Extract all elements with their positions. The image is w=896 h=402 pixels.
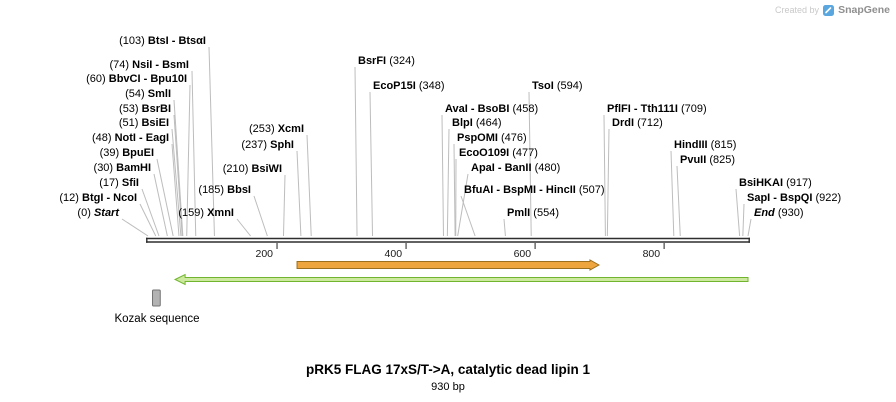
callout-line — [503, 218, 506, 237]
callout-line — [528, 91, 532, 237]
callout-line — [253, 195, 268, 237]
ruler-label: 200 — [256, 248, 274, 260]
callout-line — [603, 114, 606, 237]
callout-line — [141, 188, 160, 237]
callout-line — [676, 165, 681, 237]
callout-line — [354, 66, 358, 237]
callout-line — [306, 134, 312, 237]
callout-line — [742, 203, 745, 237]
callout-line — [153, 173, 168, 237]
callout-line — [453, 143, 456, 237]
watermark: Created by SnapGene — [775, 4, 890, 16]
callout-line — [606, 128, 610, 237]
callout-line — [186, 84, 191, 237]
callout-line — [282, 174, 286, 237]
callout-line — [191, 70, 197, 237]
callout-line — [670, 150, 675, 237]
callout-line — [173, 114, 183, 237]
ruler-label: 600 — [514, 248, 532, 260]
plasmid-length: 930 bp — [431, 381, 465, 393]
callout-line — [457, 173, 469, 237]
callout-line — [173, 99, 184, 237]
created-by-text: Created by — [775, 5, 820, 15]
callout-line — [296, 150, 302, 237]
ruler-label: 400 — [385, 248, 403, 260]
callout-line — [121, 218, 149, 237]
callout-line — [208, 46, 215, 237]
kozak-box — [152, 289, 161, 307]
callout-line — [171, 143, 180, 237]
snapgene-logo-icon — [823, 4, 835, 16]
plasmid-title: pRK5 FLAG 17xS/T->A, catalytic dead lipi… — [306, 362, 590, 377]
callout-line — [236, 218, 251, 237]
callout-line — [139, 203, 157, 237]
kozak-sequence-label: Kozak sequence — [114, 313, 200, 325]
green-feature-arrow — [173, 273, 749, 286]
callout-line — [446, 128, 450, 237]
callout-line — [441, 114, 444, 237]
callout-line — [171, 128, 182, 237]
callout-line — [369, 91, 374, 237]
callout-line — [735, 188, 741, 237]
orange-feature-arrow — [296, 259, 600, 271]
ruler-label: 800 — [643, 248, 661, 260]
callout-line — [747, 218, 752, 237]
callout-line — [156, 158, 174, 237]
snapgene-brand-text: SnapGene — [838, 4, 890, 16]
callout-line — [460, 195, 476, 237]
